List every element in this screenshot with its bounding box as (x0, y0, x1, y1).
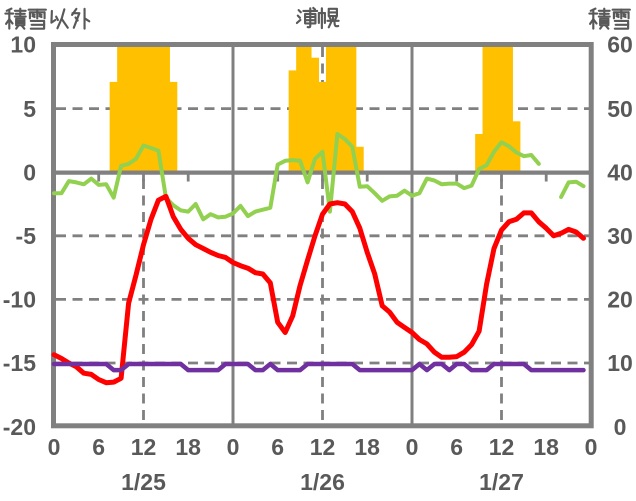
svg-text:6: 6 (450, 434, 463, 460)
svg-text:-20: -20 (3, 414, 36, 440)
svg-text:5: 5 (23, 96, 36, 122)
svg-text:6: 6 (271, 434, 284, 460)
svg-text:-15: -15 (3, 350, 36, 376)
svg-text:-10: -10 (3, 287, 36, 313)
svg-text:12: 12 (131, 434, 157, 460)
svg-text:10: 10 (10, 32, 36, 58)
svg-text:1/26: 1/26 (300, 469, 345, 495)
svg-text:0: 0 (614, 414, 627, 440)
svg-text:-5: -5 (16, 223, 37, 249)
svg-text:20: 20 (607, 287, 633, 313)
svg-text:0: 0 (585, 434, 598, 460)
svg-text:1/25: 1/25 (121, 469, 166, 495)
svg-text:18: 18 (354, 434, 380, 460)
svg-text:0: 0 (23, 159, 36, 185)
svg-text:18: 18 (533, 434, 559, 460)
svg-text:12: 12 (310, 434, 336, 460)
svg-text:40: 40 (607, 159, 633, 185)
svg-text:0: 0 (48, 434, 61, 460)
svg-text:0: 0 (406, 434, 419, 460)
svg-text:50: 50 (607, 96, 633, 122)
svg-text:18: 18 (175, 434, 201, 460)
svg-text:0: 0 (227, 434, 240, 460)
svg-text:1/27: 1/27 (479, 469, 524, 495)
svg-text:12: 12 (489, 434, 515, 460)
svg-text:30: 30 (607, 223, 633, 249)
svg-text:6: 6 (92, 434, 105, 460)
svg-text:60: 60 (607, 32, 633, 58)
svg-text:10: 10 (607, 350, 633, 376)
